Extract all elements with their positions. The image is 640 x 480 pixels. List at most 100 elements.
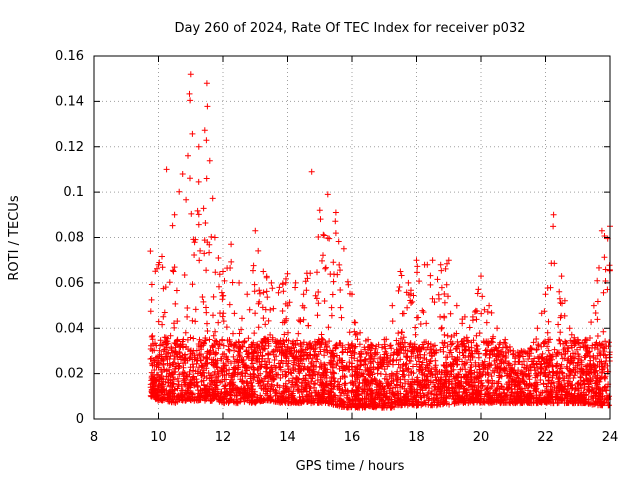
data-point <box>597 390 604 397</box>
data-point <box>231 310 238 317</box>
data-point <box>397 379 404 386</box>
data-point <box>315 369 322 376</box>
data-point <box>200 340 207 347</box>
data-point <box>549 368 556 375</box>
data-point <box>556 288 563 295</box>
data-point <box>475 388 482 395</box>
data-point <box>462 360 468 367</box>
data-point <box>338 314 345 321</box>
data-point <box>399 383 406 390</box>
data-point <box>575 340 582 347</box>
data-point <box>517 352 524 359</box>
data-point <box>473 316 480 323</box>
data-point-peak <box>437 261 444 268</box>
data-point-peak <box>429 257 436 264</box>
data-point <box>471 309 478 315</box>
data-point <box>519 361 526 368</box>
data-point <box>403 289 410 296</box>
data-point <box>147 384 154 391</box>
data-point <box>598 374 605 381</box>
data-point <box>358 402 365 409</box>
data-point <box>520 353 526 360</box>
data-point <box>196 394 203 401</box>
data-point <box>280 288 287 295</box>
data-point <box>251 288 258 295</box>
data-point <box>472 363 479 370</box>
data-point <box>195 341 202 347</box>
data-point <box>374 394 381 401</box>
data-point <box>187 348 194 355</box>
data-point <box>558 351 565 358</box>
x-tick-label: 22 <box>537 430 554 445</box>
data-point <box>443 377 450 384</box>
data-point <box>368 369 375 376</box>
data-point <box>303 287 310 294</box>
data-point <box>332 230 339 237</box>
data-point <box>321 232 328 239</box>
data-point <box>184 313 191 320</box>
data-point-peak <box>550 211 557 218</box>
data-point <box>204 320 210 327</box>
data-point <box>328 304 335 311</box>
data-point <box>395 361 402 368</box>
data-point <box>265 355 272 362</box>
data-point <box>421 399 428 406</box>
data-point <box>231 347 238 354</box>
data-point <box>203 309 210 316</box>
data-point <box>265 350 271 357</box>
data-point <box>331 370 338 377</box>
data-point <box>550 223 557 230</box>
data-point <box>421 339 428 346</box>
data-point <box>319 380 326 386</box>
data-point <box>438 267 445 274</box>
data-point <box>463 380 470 387</box>
data-point <box>497 349 504 356</box>
data-point <box>231 341 238 348</box>
data-point <box>251 374 258 381</box>
data-point <box>215 255 222 261</box>
data-point <box>407 290 414 297</box>
data-point <box>587 378 594 385</box>
data-point <box>471 376 478 382</box>
data-point <box>337 287 344 293</box>
y-tick-label: 0.1 <box>63 185 84 200</box>
data-point <box>379 397 386 404</box>
data-point <box>221 277 228 284</box>
data-point <box>565 375 572 382</box>
data-point <box>272 338 279 345</box>
data-point <box>481 358 488 365</box>
data-point <box>487 385 494 392</box>
data-point <box>180 336 187 343</box>
data-point <box>215 319 222 326</box>
data-point <box>409 401 416 408</box>
data-point <box>407 383 414 390</box>
data-point <box>253 398 260 405</box>
data-point <box>557 314 564 321</box>
data-point <box>589 384 596 391</box>
data-point-peak <box>478 273 484 280</box>
data-point <box>209 195 216 202</box>
data-point <box>518 390 524 397</box>
data-point <box>282 385 289 392</box>
data-point <box>199 363 206 370</box>
data-point <box>283 360 290 367</box>
data-point-peak <box>195 143 202 150</box>
data-point <box>303 270 310 277</box>
data-point <box>544 399 551 406</box>
data-point <box>403 397 410 404</box>
data-point <box>569 395 576 402</box>
data-point <box>297 357 304 364</box>
data-point <box>563 388 570 395</box>
data-point <box>584 350 591 357</box>
data-point <box>394 376 401 383</box>
data-point <box>537 396 543 403</box>
data-point <box>548 388 555 394</box>
data-point <box>228 258 235 265</box>
data-point <box>201 127 208 134</box>
data-point <box>408 369 415 376</box>
data-point <box>335 238 342 245</box>
data-point <box>395 350 402 357</box>
data-point <box>466 324 473 331</box>
data-point <box>549 374 556 381</box>
data-point <box>427 272 434 279</box>
